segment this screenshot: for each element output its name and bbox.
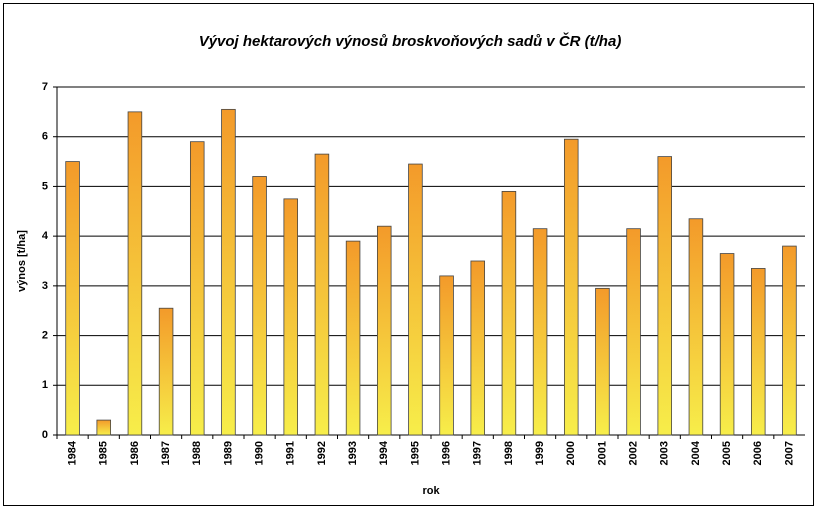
x-tick-label: 1984: [66, 440, 78, 465]
bar: [127, 111, 143, 436]
x-tick-label: 1985: [98, 441, 110, 465]
x-tick-label: 1995: [409, 441, 421, 465]
bar: [750, 268, 766, 436]
bar: [408, 163, 423, 436]
bar: [221, 108, 236, 436]
x-tick-label: 1993: [347, 441, 359, 465]
y-tick-label: 1: [42, 379, 48, 391]
bar: [345, 240, 361, 436]
bar: [65, 161, 80, 436]
x-tick-label: 1990: [253, 441, 265, 465]
x-tick-label: 1991: [285, 441, 297, 465]
y-axis-label: výnos [t/ha]: [16, 230, 28, 292]
bar: [626, 228, 641, 436]
x-tick-label: 2002: [627, 441, 639, 465]
x-tick-label: 1989: [222, 441, 234, 465]
x-tick-label: 1992: [316, 441, 328, 465]
x-tick-label: 1986: [129, 441, 141, 465]
x-tick-label: 2004: [690, 440, 702, 465]
bar: [376, 225, 392, 436]
bar: [314, 153, 330, 436]
x-tick-label: 1987: [160, 441, 172, 465]
x-tick-label: 1994: [378, 440, 390, 465]
bar: [470, 260, 486, 436]
bar: [532, 228, 548, 436]
bar: [501, 190, 517, 436]
bar: [439, 275, 454, 436]
x-tick-label: 2003: [659, 441, 671, 465]
x-tick-label: 2007: [783, 441, 795, 465]
x-tick-label: 1997: [472, 441, 484, 465]
bar: [96, 419, 112, 436]
x-tick-label: 2005: [721, 441, 733, 465]
x-tick-label: 2000: [565, 441, 577, 465]
bar: [283, 198, 299, 436]
x-tick-label: 1988: [191, 441, 203, 465]
x-axis-label: rok: [422, 485, 440, 497]
bar: [595, 287, 610, 436]
bar: [719, 253, 735, 436]
y-tick-label: 3: [42, 280, 48, 292]
y-tick-label: 5: [42, 180, 48, 192]
x-tick-label: 1996: [440, 441, 452, 465]
chart-title: Vývoj hektarových výnosů broskvoňových s…: [199, 32, 622, 50]
bar: [158, 307, 174, 436]
x-tick-label: 2001: [596, 441, 608, 465]
bar: [782, 245, 797, 436]
bar: [657, 156, 673, 436]
y-tick-label: 0: [42, 429, 48, 441]
x-tick-label: 1998: [503, 441, 515, 465]
y-tick-label: 6: [42, 131, 48, 143]
bar: [688, 218, 704, 436]
y-tick-label: 2: [42, 329, 48, 341]
bar: [563, 138, 579, 436]
y-tick-label: 7: [42, 81, 48, 93]
x-tick-label: 1999: [534, 441, 546, 465]
y-tick-label: 4: [42, 230, 49, 242]
x-tick-label: 2006: [752, 441, 764, 465]
bar: [189, 141, 205, 436]
bar: [252, 176, 267, 436]
